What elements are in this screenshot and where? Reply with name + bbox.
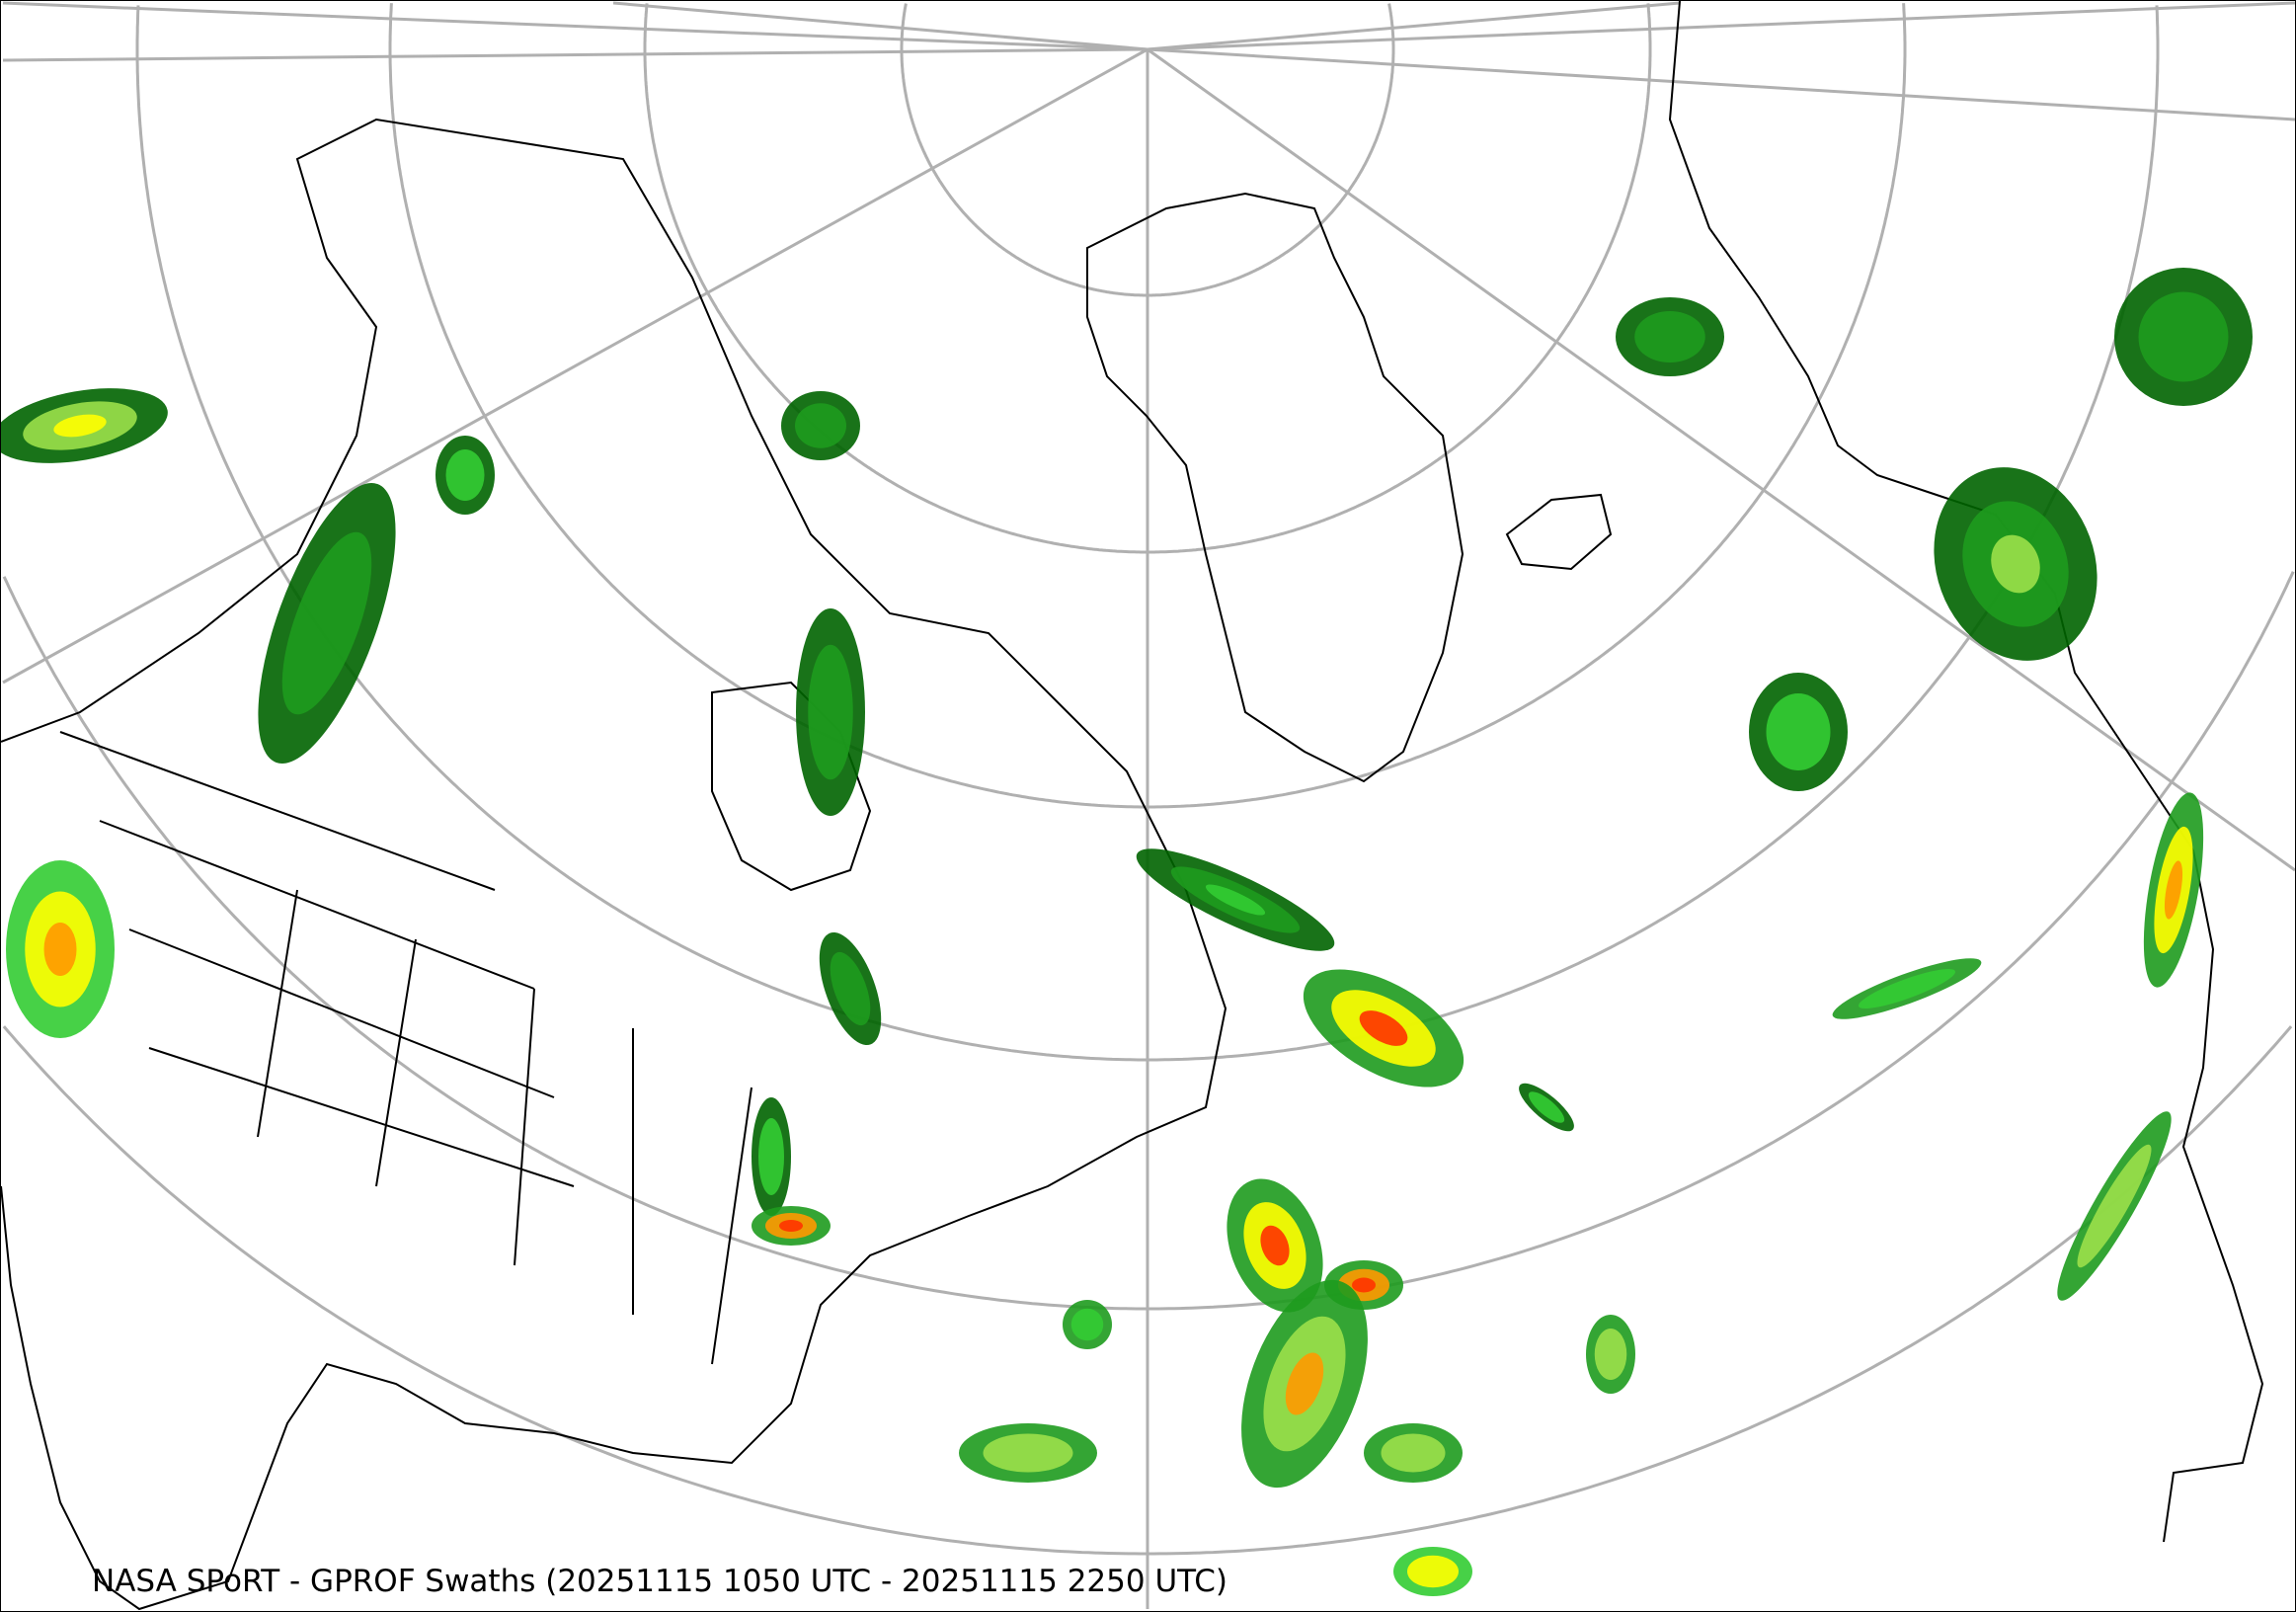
precipitation-area	[1352, 1277, 1376, 1293]
precipitation-area	[1859, 968, 1955, 1009]
precipitation-area	[1285, 1352, 1324, 1415]
latitude-circle	[900, 3, 1395, 297]
precipitation-area	[43, 923, 77, 976]
precipitation-area	[1634, 311, 1705, 363]
latitude-circle	[2, 571, 2295, 1311]
iceland-outline	[1505, 493, 1613, 571]
precipitation-area	[779, 1220, 803, 1232]
precipitation-area	[2077, 1144, 2152, 1268]
precipitation-area	[830, 951, 871, 1026]
precipitation-area	[2138, 291, 2229, 382]
map-caption: NASA SPoRT - GPROF Swaths (20251115 1050…	[92, 1564, 1227, 1599]
precipitation-area	[1528, 1091, 1565, 1123]
north-america-outline	[1, 118, 1227, 1611]
meridian-line	[1147, 1, 1681, 51]
europe-outline	[1668, 1, 2264, 1543]
meridian-line	[612, 1, 1148, 51]
precipitation-swaths	[1, 268, 2253, 1596]
meridian-line	[1147, 47, 2295, 121]
precipitation-area	[1991, 534, 2040, 594]
precipitation-area	[983, 1433, 1073, 1473]
precipitation-area	[445, 449, 485, 501]
precipitation-area	[1594, 1329, 1627, 1380]
greenland-outline	[1086, 192, 1465, 783]
precipitation-area	[1381, 1433, 1446, 1473]
meridian-line	[2, 1, 1148, 51]
meridian-line	[2, 47, 1148, 62]
latitude-circle	[1387, 3, 1395, 49]
us-state-borders	[59, 731, 752, 1365]
precipitation-area	[808, 644, 853, 780]
precipitation-area	[2164, 860, 2183, 920]
precipitation-area	[281, 531, 372, 715]
meridian-line	[1147, 47, 2295, 872]
latitude-circle	[1902, 3, 1907, 49]
precipitation-area	[795, 403, 846, 448]
meridian-line	[2, 47, 1148, 685]
precipitation-area	[1766, 693, 1831, 770]
precipitation-area	[1205, 884, 1266, 916]
precipitation-area	[53, 414, 107, 438]
precipitation-area	[1260, 1225, 1290, 1266]
precipitation-area	[1359, 1010, 1408, 1046]
latitude-circle	[643, 3, 1652, 554]
latitude-circle	[388, 3, 1907, 809]
latitude-circle	[2155, 5, 2160, 49]
precipitation-area	[1070, 1308, 1104, 1341]
precipitation-area	[758, 1118, 784, 1195]
meridian-line	[1147, 1, 2295, 51]
latitude-circle	[1646, 3, 1652, 49]
precipitation-area	[1407, 1555, 1459, 1588]
